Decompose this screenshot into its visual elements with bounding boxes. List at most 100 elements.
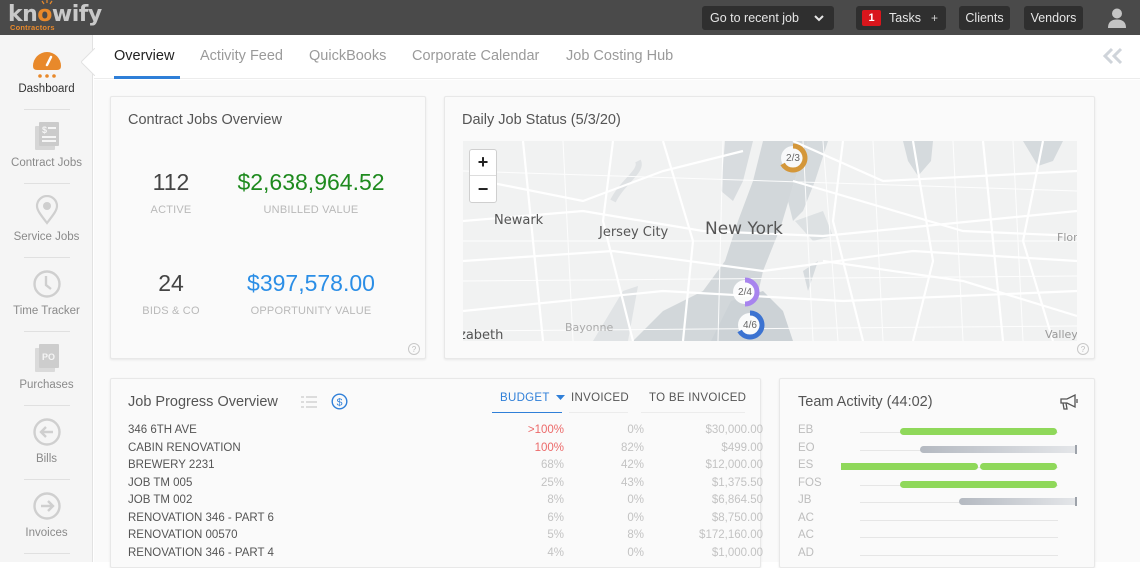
- tasks-button[interactable]: 1 Tasks +: [856, 6, 946, 30]
- activity-bar-ongoing: [959, 498, 1076, 505]
- sidebar-label: Purchases: [19, 379, 74, 391]
- active-tab-indicator: [114, 76, 180, 79]
- zoom-in-button[interactable]: +: [470, 150, 496, 176]
- checklist-view-icon[interactable]: [301, 395, 317, 409]
- member-initials: AD: [798, 546, 814, 559]
- table-row[interactable]: CABIN RENOVATION 100% 82% $499.00: [128, 441, 763, 460]
- sidebar-item-bills[interactable]: Bills: [0, 409, 93, 483]
- activity-bar: [980, 463, 1057, 470]
- table-row[interactable]: 346 6TH AVE >100% 0% $30,000.00: [128, 424, 763, 442]
- divider: [24, 553, 70, 554]
- invoiced-value: 0%: [627, 424, 644, 436]
- table-row[interactable]: RENOVATION 00570 5% 8% $172,160.00: [128, 529, 763, 547]
- opportunity-value: $397,578.00: [247, 270, 375, 296]
- active-jobs-stat[interactable]: 112 ACTIVE: [131, 169, 211, 216]
- tab-corporate-calendar[interactable]: Corporate Calendar: [412, 48, 540, 64]
- tab-activity-feed[interactable]: Activity Feed: [200, 48, 283, 64]
- zoom-out-button[interactable]: −: [477, 178, 489, 199]
- timeline-track: [860, 519, 1058, 521]
- brand-name: knowify: [8, 2, 102, 27]
- map-label-elizabeth: zabeth: [463, 328, 504, 341]
- to-be-invoiced-value: $6,864.50: [711, 494, 763, 506]
- sidebar-label: Service Jobs: [13, 231, 80, 243]
- sidebar-item-time-tracker[interactable]: Time Tracker: [0, 261, 93, 335]
- job-name: JOB TM 002: [128, 494, 193, 506]
- table-row[interactable]: BREWERY 2231 68% 42% $12,000.00: [128, 459, 763, 477]
- member-initials: JB: [798, 494, 812, 506]
- job-marker[interactable]: 4/6: [734, 309, 766, 341]
- sidebar-item-contract-jobs[interactable]: $ Contract Jobs: [0, 113, 93, 187]
- job-marker[interactable]: 2/4: [729, 276, 761, 308]
- active-label: ACTIVE: [150, 204, 192, 216]
- job-name: RENOVATION 346 - PART 4: [128, 546, 274, 559]
- job-progress-overview-card: Job Progress Overview $ BUDGET INVOICED …: [110, 378, 763, 568]
- to-be-invoiced-column-header[interactable]: TO BE INVOICED: [649, 392, 747, 404]
- card-title: Contract Jobs Overview: [128, 112, 282, 128]
- team-member-row[interactable]: EO: [798, 442, 1088, 460]
- budget-value: 4%: [547, 546, 564, 559]
- megaphone-icon[interactable]: [1059, 393, 1079, 411]
- tab-job-costing-hub[interactable]: Job Costing Hub: [566, 48, 674, 64]
- now-marker: [1075, 497, 1077, 506]
- table-row[interactable]: RENOVATION 346 - PART 6 6% 0% $8,750.00: [128, 512, 763, 530]
- tab-overview[interactable]: Overview: [114, 48, 175, 64]
- sidebar-item-invoices[interactable]: Invoices: [0, 483, 93, 557]
- unbilled-value: $2,638,964.52: [237, 169, 385, 195]
- activity-bar: [841, 463, 978, 470]
- team-member-row[interactable]: AC: [798, 529, 1088, 547]
- po-document-icon: PO: [31, 342, 63, 374]
- invoiced-column-header[interactable]: INVOICED: [571, 392, 629, 404]
- job-name: BREWERY 2231: [128, 459, 215, 471]
- divider: [24, 109, 70, 110]
- help-icon[interactable]: ?: [1077, 343, 1089, 355]
- clients-button[interactable]: Clients: [959, 6, 1010, 30]
- unbilled-value-stat[interactable]: $2,638,964.52 UNBILLED VALUE: [221, 169, 401, 216]
- sidebar-item-purchases[interactable]: PO Purchases: [0, 335, 93, 409]
- tasks-label: Tasks: [889, 11, 921, 25]
- job-marker[interactable]: 2/3: [777, 142, 809, 174]
- sidebar-item-service-jobs[interactable]: Service Jobs: [0, 187, 93, 261]
- team-member-row[interactable]: AD: [798, 547, 1088, 565]
- timeline-track: [860, 554, 1058, 556]
- divider: [24, 479, 70, 480]
- map-tiles: [463, 141, 1077, 341]
- job-map[interactable]: + − Newark Jersey City New York Bayonne …: [463, 141, 1077, 341]
- team-member-row[interactable]: AC: [798, 512, 1088, 530]
- table-row[interactable]: JOB TM 002 8% 0% $6,864.50: [128, 494, 763, 512]
- team-member-row[interactable]: EB: [798, 424, 1088, 442]
- vendors-button[interactable]: Vendors: [1024, 6, 1083, 30]
- progress-ring-icon: [780, 143, 808, 173]
- team-member-row[interactable]: JB: [798, 494, 1088, 512]
- budget-value: 8%: [547, 494, 564, 506]
- tab-quickbooks[interactable]: QuickBooks: [309, 48, 387, 64]
- recent-job-dropdown[interactable]: Go to recent job: [702, 6, 834, 30]
- opportunity-value-stat[interactable]: $397,578.00 OPPORTUNITY VALUE: [221, 270, 401, 317]
- dashboard-content: Contract Jobs Overview 112 ACTIVE $2,638…: [94, 80, 1140, 568]
- help-icon[interactable]: ?: [408, 343, 420, 355]
- sidebar-item-dashboard[interactable]: Dashboard: [0, 39, 93, 113]
- invoiced-value: 82%: [620, 441, 644, 454]
- team-member-row[interactable]: FOS: [798, 477, 1088, 495]
- budget-column-header[interactable]: BUDGET: [500, 392, 566, 404]
- member-initials: ES: [798, 459, 814, 471]
- to-be-invoiced-value: $1,375.50: [711, 476, 763, 489]
- job-name: 346 6TH AVE: [128, 424, 197, 436]
- unbilled-label: UNBILLED VALUE: [263, 204, 359, 216]
- chevron-down-icon: [814, 15, 824, 22]
- team-activity-card: Team Activity (44:02) EB EO ES FOS: [779, 378, 1095, 568]
- arrow-right-circle-icon: [31, 490, 63, 522]
- budget-value: >100%: [527, 424, 564, 436]
- bids-stat[interactable]: 24 BIDS & CO: [131, 270, 211, 317]
- table-row[interactable]: RENOVATION 346 - PART 4 4% 0% $1,000.00: [128, 546, 763, 565]
- activity-bar-ongoing: [920, 445, 1076, 453]
- user-icon[interactable]: [1106, 7, 1128, 29]
- collapse-double-chevron-icon[interactable]: [1102, 47, 1124, 65]
- dollar-view-icon[interactable]: $: [331, 393, 348, 410]
- add-task-button[interactable]: +: [930, 11, 938, 25]
- knowify-logo[interactable]: knowify Contractors: [8, 0, 102, 33]
- team-member-row[interactable]: ES: [798, 459, 1088, 477]
- map-label-newark: Newark: [494, 213, 544, 228]
- table-row[interactable]: JOB TM 005 25% 43% $1,375.50: [128, 477, 763, 495]
- map-zoom-control: + −: [469, 149, 497, 203]
- member-initials: AC: [798, 529, 814, 541]
